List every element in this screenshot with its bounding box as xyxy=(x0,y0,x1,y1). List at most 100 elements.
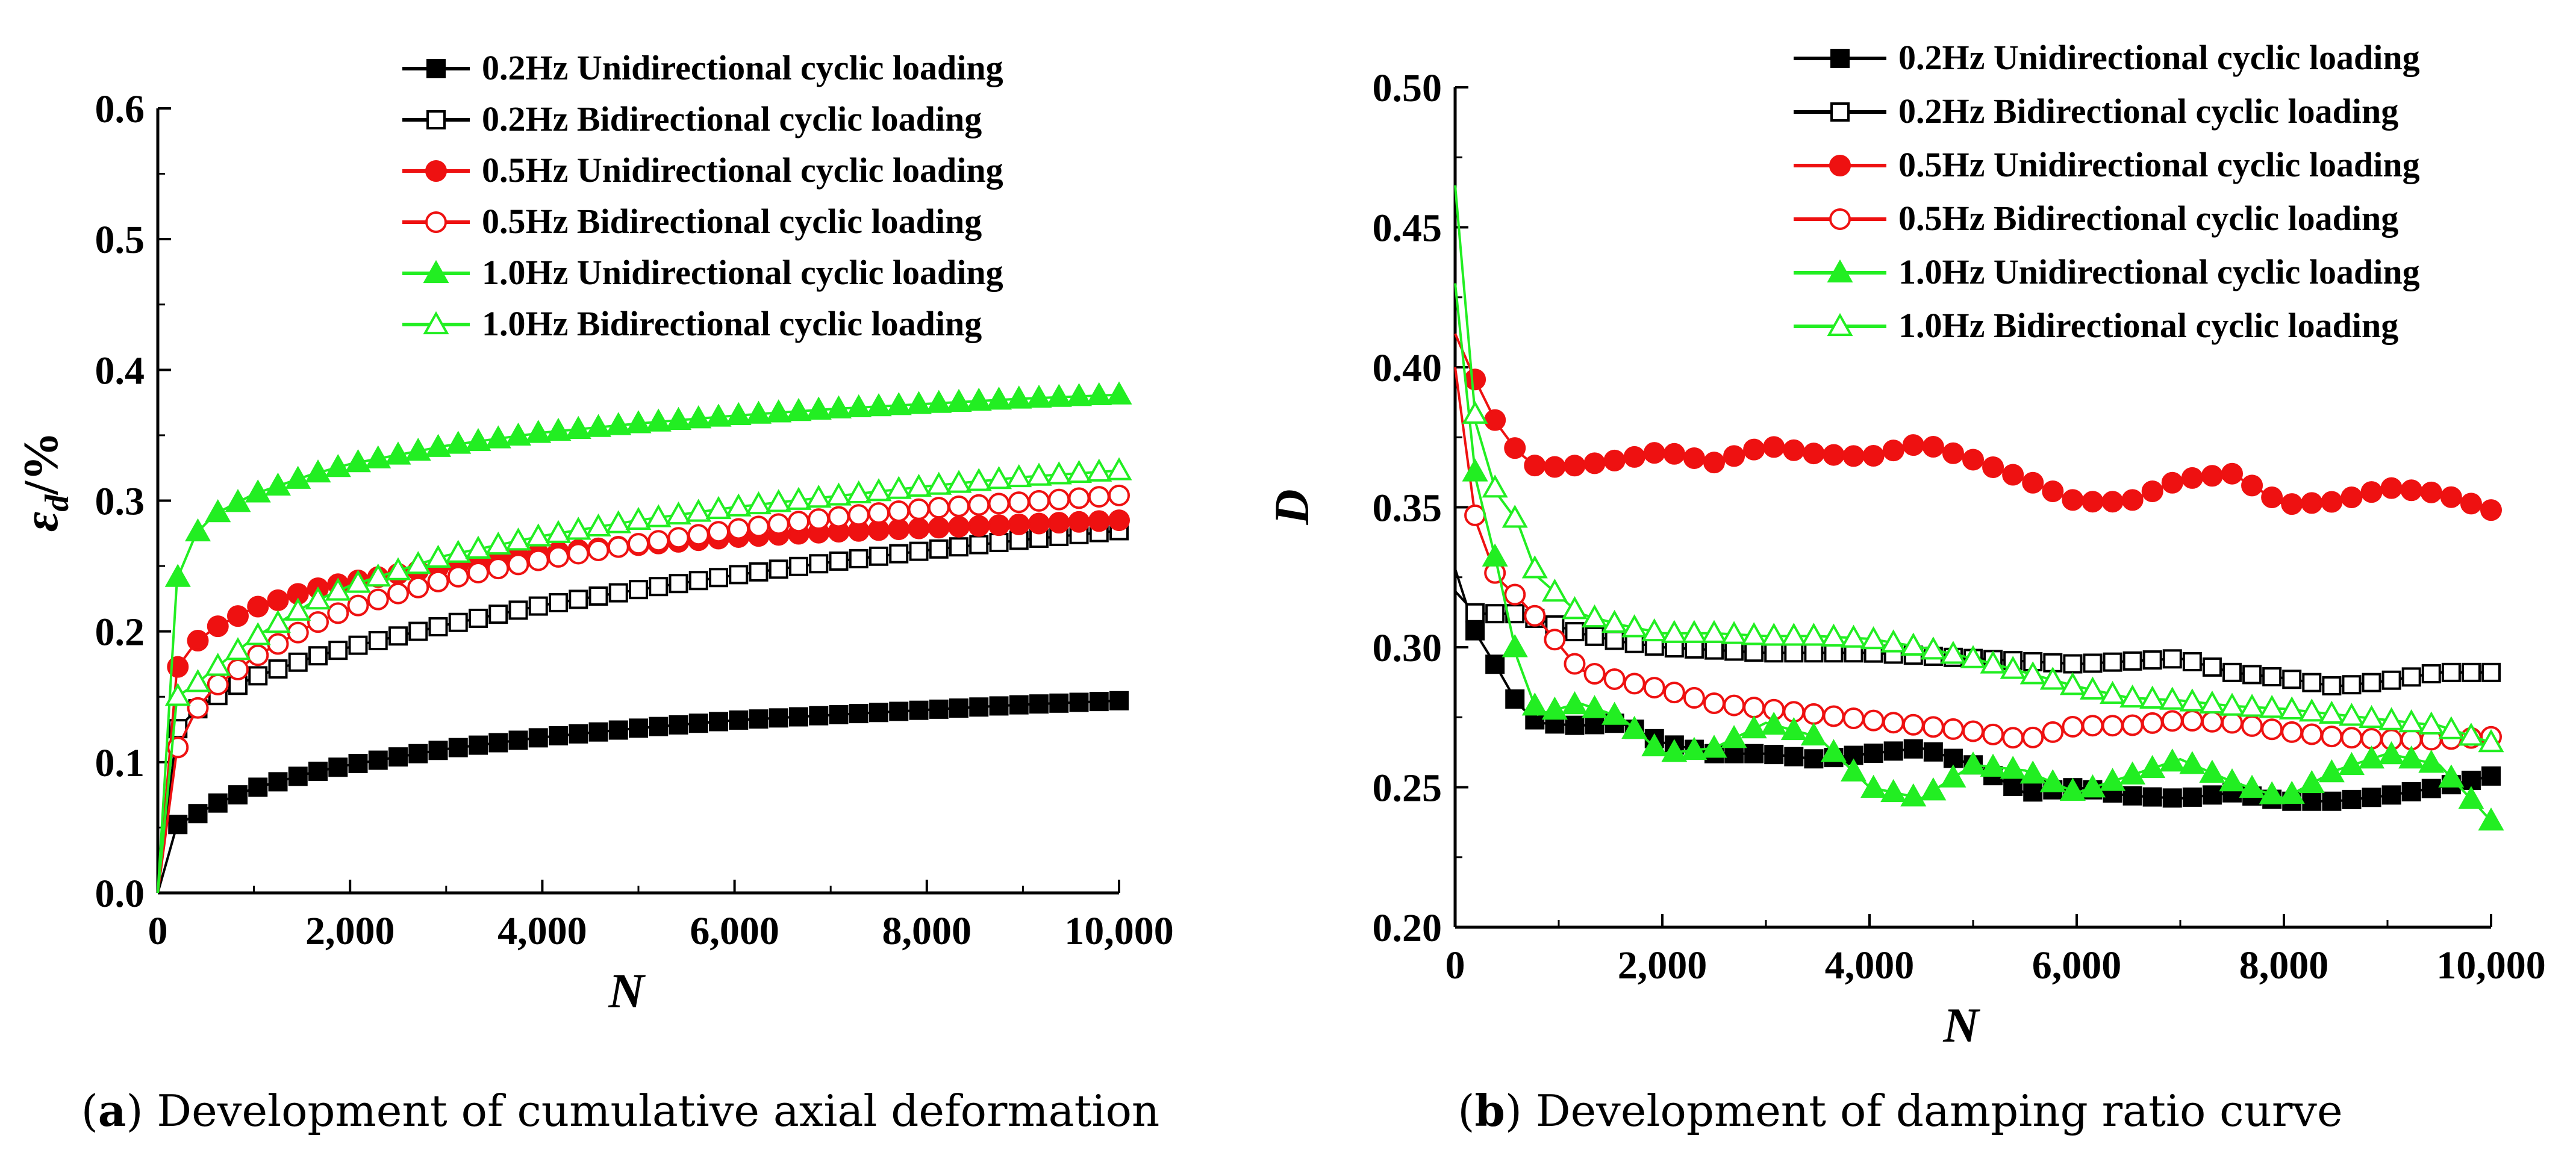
data-point xyxy=(2142,650,2162,670)
data-point xyxy=(525,420,552,443)
data-point xyxy=(1883,741,1903,761)
data-point xyxy=(1724,641,1744,661)
data-point xyxy=(1046,384,1072,407)
data-point xyxy=(1521,692,1548,716)
data-point xyxy=(645,504,672,527)
y-tick-label: 0.3 xyxy=(95,480,145,524)
legend-entry: 0.5Hz Bidirectional cyclic loading xyxy=(1898,199,2398,238)
data-point xyxy=(1006,385,1032,409)
data-point xyxy=(2420,481,2442,503)
data-point xyxy=(164,564,191,587)
data-point xyxy=(2000,756,2026,779)
data-point xyxy=(2438,716,2465,739)
x-tick-label: 2,000 xyxy=(1618,943,1707,987)
data-point xyxy=(846,480,872,504)
data-point xyxy=(1824,643,1844,663)
data-point xyxy=(2262,667,2282,687)
data-point xyxy=(1624,633,1644,653)
data-point xyxy=(749,709,769,729)
data-point xyxy=(1641,733,1668,757)
data-point xyxy=(1465,603,1485,623)
data-point xyxy=(1860,626,1887,650)
data-point xyxy=(1065,383,1093,406)
data-point xyxy=(2022,726,2044,748)
data-point xyxy=(1009,695,1029,715)
series-0-5hz-bidirectional-cyclic-loading xyxy=(157,484,1130,894)
data-point xyxy=(1068,511,1090,533)
data-point xyxy=(2400,479,2422,502)
data-point xyxy=(547,545,569,568)
data-point xyxy=(2162,788,2182,808)
data-point xyxy=(467,561,489,583)
legend-marker xyxy=(425,160,447,182)
data-point xyxy=(2062,715,2084,738)
data-point xyxy=(247,595,269,618)
data-point xyxy=(567,542,590,565)
data-point xyxy=(469,608,488,628)
data-point xyxy=(325,577,351,601)
data-point xyxy=(1743,697,1765,719)
data-point xyxy=(1764,745,1784,765)
data-point xyxy=(2022,471,2044,494)
data-point xyxy=(508,730,528,750)
data-point xyxy=(2318,759,2345,783)
data-point xyxy=(2259,695,2285,718)
x-tick-label: 0 xyxy=(148,909,168,953)
data-point xyxy=(2239,694,2265,717)
data-point xyxy=(469,735,488,755)
data-point xyxy=(1703,692,1725,714)
data-point xyxy=(2259,781,2285,804)
data-point xyxy=(285,465,311,489)
legend-marker xyxy=(1829,155,1851,176)
panel-b-chart: 0.20 0.25 0.30 0.35 0.40 0.45 0.50 0 2,000 4,000 6… xyxy=(1264,38,2546,1052)
data-point xyxy=(287,621,309,644)
data-point xyxy=(325,453,351,477)
data-point xyxy=(1900,632,1927,656)
data-point xyxy=(1049,693,1069,713)
data-point xyxy=(1106,381,1132,405)
data-point xyxy=(1902,713,1924,736)
data-point xyxy=(629,580,648,600)
data-point xyxy=(946,388,972,412)
data-point xyxy=(1621,614,1648,638)
data-point xyxy=(785,397,812,421)
data-point xyxy=(988,514,1010,536)
data-point xyxy=(205,653,231,676)
data-point xyxy=(685,405,712,429)
legend: 0.2Hz Unidirectional cyclic loading 0.2Hz… xyxy=(402,48,1003,343)
data-point xyxy=(1744,642,1764,662)
data-point xyxy=(1784,643,1804,663)
data-point xyxy=(1744,744,1764,763)
data-point xyxy=(187,630,209,652)
y-tick-label: 0.20 xyxy=(1373,906,1442,950)
data-point xyxy=(445,430,472,454)
data-point xyxy=(588,722,608,742)
data-point xyxy=(869,546,888,566)
data-point xyxy=(805,484,832,508)
data-point xyxy=(889,701,909,721)
data-point xyxy=(2241,474,2263,497)
data-point xyxy=(688,713,708,733)
data-point xyxy=(385,557,411,580)
data-point xyxy=(2083,653,2103,673)
data-point xyxy=(605,412,632,435)
data-point xyxy=(2301,492,2323,514)
data-point xyxy=(2219,768,2245,792)
data-point xyxy=(687,524,709,546)
data-point xyxy=(1701,620,1727,643)
data-point xyxy=(1504,583,1526,606)
data-point xyxy=(1623,446,1645,468)
data-point xyxy=(2202,657,2222,677)
data-point xyxy=(889,544,909,564)
data-point xyxy=(2378,707,2405,730)
data-point xyxy=(368,630,388,650)
data-point xyxy=(227,605,249,627)
data-point xyxy=(2322,676,2342,696)
data-point xyxy=(2278,780,2305,804)
data-point xyxy=(1601,609,1628,633)
data-point xyxy=(1681,736,1707,760)
data-point xyxy=(587,539,610,562)
data-point xyxy=(1980,753,2006,777)
data-point xyxy=(2478,807,2504,831)
